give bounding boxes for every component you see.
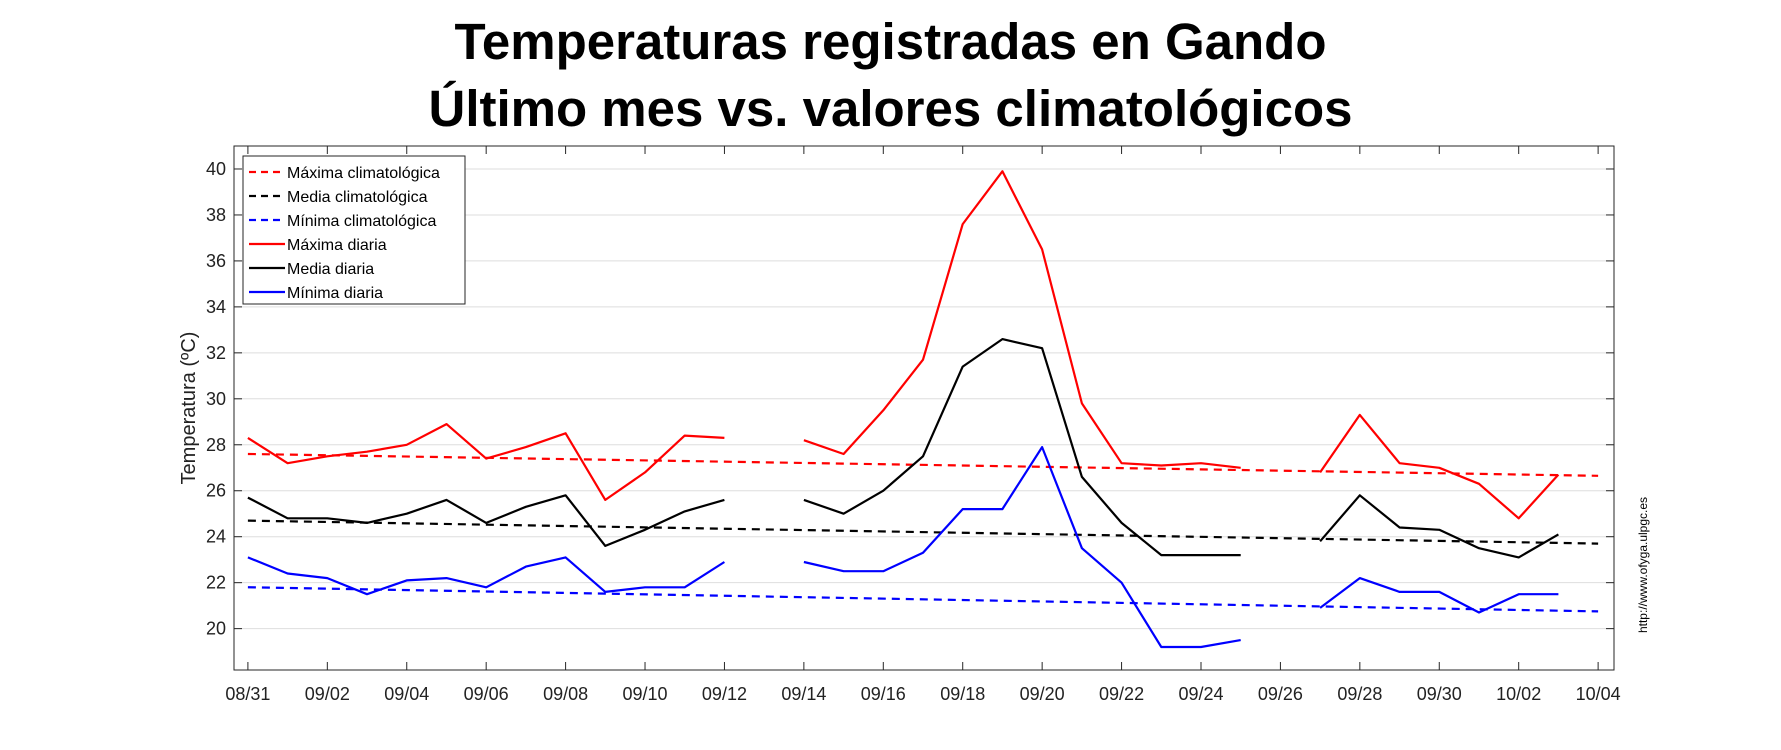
x-tick-label: 09/10	[622, 684, 667, 704]
x-tick-label: 09/06	[464, 684, 509, 704]
legend-label: Media climatológica	[287, 189, 428, 206]
x-tick-label: 10/02	[1496, 684, 1541, 704]
maxima-climatologica-line	[247, 452, 1599, 477]
x-tick-label: 09/08	[543, 684, 588, 704]
x-tick-label: 09/16	[861, 684, 906, 704]
media-diaria-line	[247, 494, 725, 548]
media-diaria-line	[1319, 494, 1559, 559]
x-tick-label: 09/30	[1417, 684, 1462, 704]
plot-frame	[233, 145, 1615, 671]
x-tick-label: 09/26	[1258, 684, 1303, 704]
media-diaria-line	[803, 338, 1241, 557]
maxima-diaria-line	[803, 170, 1241, 469]
y-tick-label: 20	[206, 619, 226, 639]
y-tick-label: 24	[206, 527, 226, 547]
x-tick-label: 09/04	[384, 684, 429, 704]
legend-label: Media diaria	[287, 261, 374, 278]
axis-layer: 20 22 24 26 28 30 32 34 36 38 40 08/31 09/02 09/04 09/…	[206, 146, 1621, 704]
x-tick-label: 09/14	[781, 684, 826, 704]
x-tick-label: 09/12	[702, 684, 747, 704]
legend-label: Máxima diaria	[287, 237, 387, 254]
x-tick-label: 09/20	[1020, 684, 1065, 704]
media-climatologica-line	[247, 519, 1599, 545]
y-axis-label: Temperatura (ºC)	[178, 332, 200, 485]
x-tick-label: 09/24	[1178, 684, 1223, 704]
y-tick-label: 38	[206, 205, 226, 225]
maxima-diaria-line	[247, 423, 725, 501]
website-note: http://www.ofyga.ulpgc.es	[1636, 497, 1650, 633]
legend-label: Mínima diaria	[287, 285, 383, 302]
legend-label: Máxima climatológica	[287, 165, 440, 182]
y-tick-label: 36	[206, 251, 226, 271]
chart-title-line2: Último mes vs. valores climatológicos	[428, 80, 1353, 137]
chart-title-line1: Temperaturas registradas en Gando	[454, 13, 1327, 70]
x-tick-label: 09/22	[1099, 684, 1144, 704]
x-tick-label: 08/31	[225, 684, 270, 704]
y-tick-label: 28	[206, 435, 226, 455]
y-tick-label: 30	[206, 389, 226, 409]
legend-label: Mínima climatológica	[287, 213, 436, 230]
maxima-diaria-line	[1319, 413, 1560, 520]
x-tick-label: 09/28	[1337, 684, 1382, 704]
legend-box	[242, 155, 466, 305]
y-tick-label: 32	[206, 343, 226, 363]
chart-title: Temperaturas registradas en Gando Último…	[0, 8, 1781, 142]
x-tick-label: 09/18	[940, 684, 985, 704]
x-tick-label: 10/04	[1576, 684, 1621, 704]
x-tick-label: 09/02	[305, 684, 350, 704]
y-tick-label: 22	[206, 573, 226, 593]
legend: Máxima climatológica Media climatológica M…	[242, 155, 466, 305]
y-tick-label: 40	[206, 159, 226, 179]
minima-diaria-line	[1319, 576, 1559, 614]
minima-diaria-line	[803, 446, 1241, 649]
minima-climatologica-line	[247, 586, 1599, 613]
y-tick-label: 34	[206, 297, 226, 317]
y-tick-label: 26	[206, 481, 226, 501]
series-layer	[247, 170, 1599, 649]
minima-diaria-line	[247, 556, 725, 596]
